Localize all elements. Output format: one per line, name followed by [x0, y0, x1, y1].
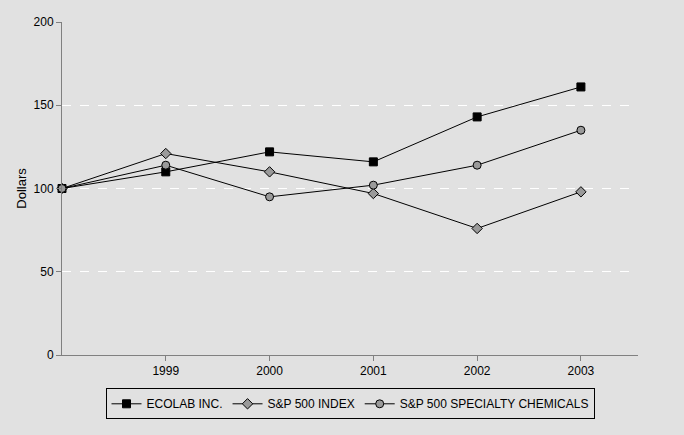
svg-text:Dollars: Dollars: [14, 168, 29, 209]
svg-text:2002: 2002: [464, 364, 491, 378]
svg-text:1999: 1999: [152, 364, 179, 378]
svg-text:0: 0: [47, 348, 54, 362]
svg-text:ECOLAB INC.: ECOLAB INC.: [147, 397, 223, 411]
svg-text:200: 200: [34, 15, 54, 29]
svg-text:100: 100: [34, 182, 54, 196]
svg-text:2003: 2003: [568, 364, 595, 378]
svg-text:2001: 2001: [360, 364, 387, 378]
svg-text:S&P 500 SPECIALTY CHEMICALS: S&P 500 SPECIALTY CHEMICALS: [400, 397, 589, 411]
svg-text:50: 50: [40, 265, 54, 279]
svg-text:2000: 2000: [256, 364, 283, 378]
svg-text:150: 150: [34, 98, 54, 112]
svg-text:S&P 500 INDEX: S&P 500 INDEX: [268, 397, 355, 411]
